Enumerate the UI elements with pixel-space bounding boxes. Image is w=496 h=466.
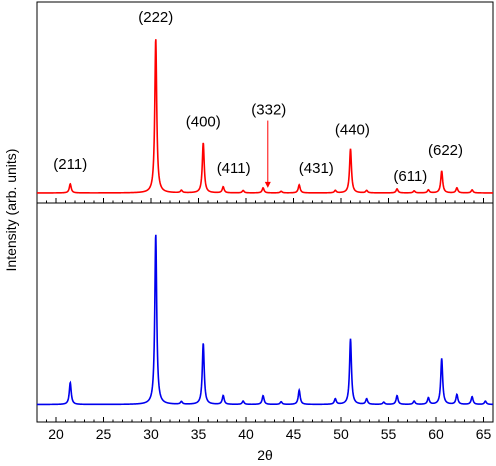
peak-label: (440) xyxy=(335,122,370,139)
peak-label: (622) xyxy=(428,142,463,159)
peak-label: (211) xyxy=(53,156,87,173)
x-tick-label: 30 xyxy=(143,426,159,442)
plot-frame xyxy=(36,1,494,423)
x-tick-label: 25 xyxy=(96,426,112,442)
y-axis-title: Intensity (arb. units) xyxy=(3,149,19,272)
peak-label: (332) xyxy=(251,102,286,119)
x-tick-label: 50 xyxy=(333,426,349,442)
x-tick-label: 55 xyxy=(381,426,397,442)
series-group xyxy=(37,39,494,406)
peak-label: (400) xyxy=(186,114,221,131)
peak-annotations: (211) (222) (400) (411) (332) (431) (440) (611)… xyxy=(53,9,463,188)
peak-label: (431) xyxy=(299,160,334,177)
x-axis-title: 2θ xyxy=(257,447,273,463)
x-tick-label: 65 xyxy=(476,426,492,442)
series-line-bottom xyxy=(37,234,494,406)
x-tick-label: 60 xyxy=(428,426,444,442)
x-axis-ticks: 20 25 30 35 40 45 50 55 60 65 xyxy=(36,198,494,442)
x-tick-label: 35 xyxy=(191,426,207,442)
x-tick-label: 40 xyxy=(238,426,254,442)
series-line-top xyxy=(37,39,493,194)
annotation-arrow-head xyxy=(264,181,271,188)
peak-label: (411) xyxy=(217,160,251,177)
peak-label: (222) xyxy=(138,9,173,26)
x-tick-label: 20 xyxy=(48,426,64,442)
peak-label: (611) xyxy=(393,168,427,185)
x-tick-label: 45 xyxy=(286,426,302,442)
